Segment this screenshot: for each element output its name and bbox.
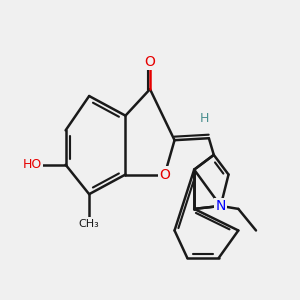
Text: HO: HO xyxy=(23,158,42,171)
Text: O: O xyxy=(145,55,155,69)
Text: H: H xyxy=(199,112,209,125)
Text: N: N xyxy=(215,199,226,213)
Text: CH₃: CH₃ xyxy=(79,219,100,229)
Text: O: O xyxy=(159,167,170,182)
